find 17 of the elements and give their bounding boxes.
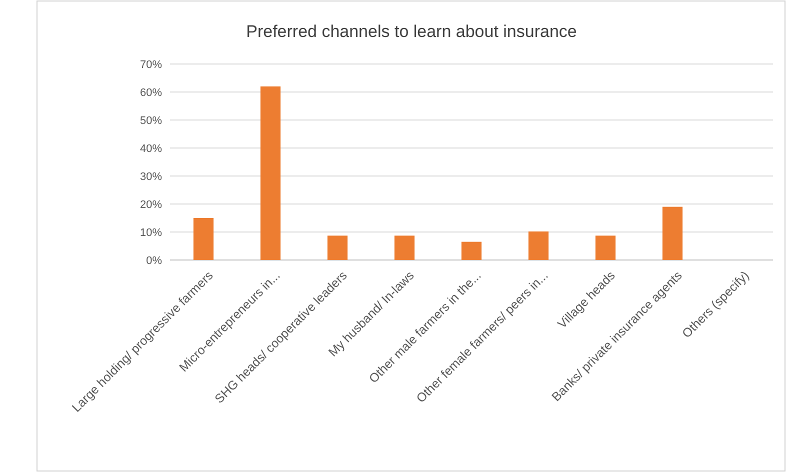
y-tick-label: 0% — [146, 254, 162, 267]
bar — [461, 242, 482, 260]
y-tick-label: 40% — [140, 142, 162, 155]
y-tick-label: 20% — [140, 198, 162, 211]
bar — [260, 86, 281, 260]
bar — [662, 206, 683, 260]
y-tick-label: 30% — [140, 170, 162, 183]
chart-title: Preferred channels to learn about insurance — [246, 22, 577, 41]
y-tick-label: 10% — [140, 226, 162, 239]
bar — [528, 231, 549, 260]
bar — [327, 236, 348, 260]
bar — [394, 236, 415, 260]
bar — [193, 218, 214, 260]
y-tick-label: 50% — [140, 114, 162, 127]
y-tick-label: 60% — [140, 86, 162, 99]
y-tick-label: 70% — [140, 58, 162, 71]
bar — [595, 236, 616, 260]
